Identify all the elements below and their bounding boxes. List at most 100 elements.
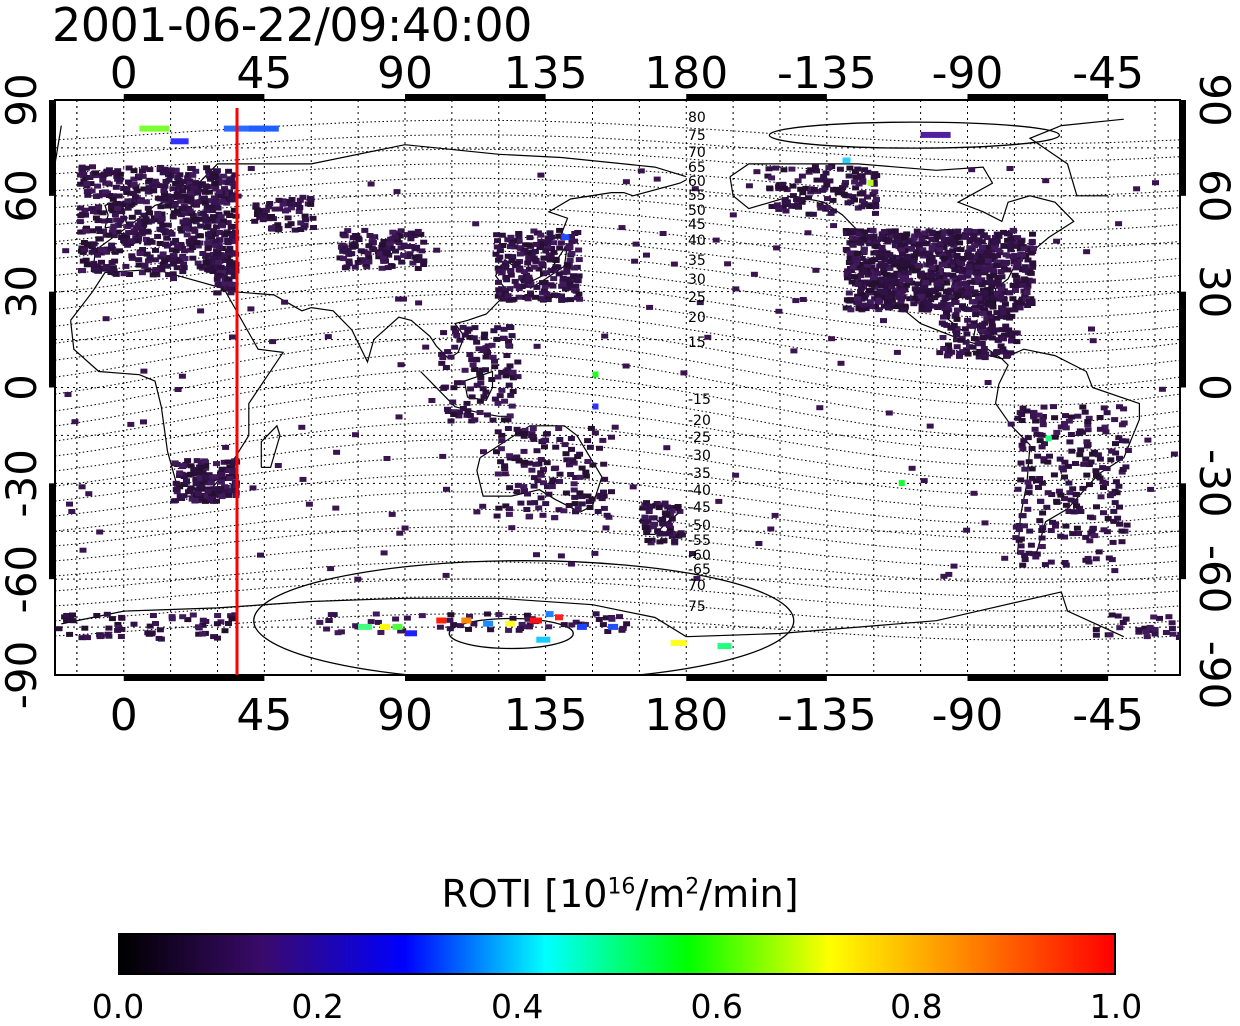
roti-cell xyxy=(1012,302,1020,308)
roti-cell xyxy=(1100,485,1107,490)
roti-cell xyxy=(957,247,965,253)
roti-cell xyxy=(525,255,533,261)
roti-cell xyxy=(980,296,988,302)
roti-cell xyxy=(566,281,574,286)
roti-cell xyxy=(132,194,139,200)
roti-cell xyxy=(562,490,570,496)
roti-cell xyxy=(380,550,388,556)
roti-cell xyxy=(942,239,950,244)
roti-cell xyxy=(81,625,89,631)
roti-cell xyxy=(533,448,541,454)
axis-bar-bottom xyxy=(405,675,546,681)
roti-cell xyxy=(817,205,825,211)
roti-cell xyxy=(928,236,936,242)
roti-cell xyxy=(995,233,1003,239)
roti-cell xyxy=(1116,404,1123,410)
roti-cell xyxy=(874,277,882,283)
roti-cell xyxy=(1008,338,1015,344)
roti-cell xyxy=(1092,627,1100,633)
roti-cell xyxy=(868,282,876,288)
roti-cell xyxy=(438,360,446,366)
roti-cell xyxy=(693,575,701,581)
roti-cell xyxy=(979,310,987,316)
top-lon-label: 135 xyxy=(504,48,588,99)
roti-cell xyxy=(860,201,868,206)
roti-cell xyxy=(641,514,649,520)
roti-cell xyxy=(436,624,444,630)
roti-cell xyxy=(893,233,901,239)
roti-cell xyxy=(1106,632,1114,638)
roti-cell xyxy=(1069,531,1077,537)
roti-cell xyxy=(476,398,484,404)
roti-cell xyxy=(1039,510,1047,516)
roti-cell xyxy=(188,166,196,171)
roti-cell xyxy=(161,195,168,201)
roti-cell xyxy=(196,484,204,490)
roti-cell xyxy=(750,271,758,277)
roti-cell xyxy=(96,229,104,234)
roti-cell xyxy=(592,611,600,617)
roti-cell xyxy=(360,249,368,255)
roti-cell xyxy=(1118,539,1126,545)
roti-cell xyxy=(404,254,412,260)
roti-cell xyxy=(689,551,696,556)
roti-cell xyxy=(968,279,976,285)
roti-cell xyxy=(450,409,458,415)
roti-cell xyxy=(222,444,230,450)
roti-cell xyxy=(1066,439,1074,445)
roti-cell xyxy=(540,288,548,294)
roti-cell xyxy=(213,621,221,627)
roti-cell xyxy=(1018,418,1026,423)
roti-cell xyxy=(78,635,86,641)
roti-cell xyxy=(274,227,282,233)
roti-cell xyxy=(193,240,201,246)
roti-cell xyxy=(1062,562,1070,568)
roti-cell xyxy=(846,165,854,171)
roti-cell xyxy=(957,274,965,280)
roti-cell xyxy=(252,202,260,208)
roti-cell xyxy=(178,496,186,501)
roti-cell xyxy=(422,344,430,350)
roti-cell xyxy=(668,516,676,522)
roti-cell xyxy=(140,368,148,374)
roti-cell xyxy=(446,626,454,632)
roti-cell xyxy=(963,331,971,337)
roti-cell xyxy=(918,289,926,295)
roti-cell xyxy=(71,419,79,425)
roti-cell xyxy=(1025,459,1033,465)
roti-cell xyxy=(567,472,575,477)
roti-cell xyxy=(962,280,970,286)
roti-cell xyxy=(974,274,982,280)
roti-cell xyxy=(440,384,448,390)
roti-cell xyxy=(183,198,191,204)
roti-cell xyxy=(524,278,532,284)
roti-cell xyxy=(885,305,893,311)
roti-cell xyxy=(1023,408,1031,414)
roti-cell xyxy=(215,259,223,265)
roti-cell xyxy=(115,193,123,199)
roti-cell xyxy=(159,261,167,267)
roti-cell xyxy=(170,498,178,504)
roti-cell xyxy=(526,235,534,241)
roti-cell xyxy=(109,196,117,202)
roti-cell xyxy=(195,624,202,630)
roti-cell xyxy=(477,380,485,386)
roti-cell xyxy=(910,301,918,307)
roti-cell xyxy=(893,290,901,296)
roti-cell xyxy=(951,285,959,291)
roti-cell xyxy=(951,267,959,273)
roti-cell xyxy=(127,421,135,427)
roti-cell xyxy=(997,314,1005,320)
roti-cell xyxy=(307,201,315,207)
roti-cell xyxy=(977,299,985,305)
roti-cell xyxy=(889,272,897,278)
roti-cell xyxy=(105,625,113,631)
roti-cell xyxy=(1083,249,1091,255)
mlat-label: 25 xyxy=(688,290,706,306)
roti-cell xyxy=(794,178,802,184)
roti-cell xyxy=(876,288,884,294)
roti-cell xyxy=(300,224,308,230)
roti-cell xyxy=(572,288,580,294)
roti-cell xyxy=(520,448,528,454)
roti-cell xyxy=(66,631,74,637)
